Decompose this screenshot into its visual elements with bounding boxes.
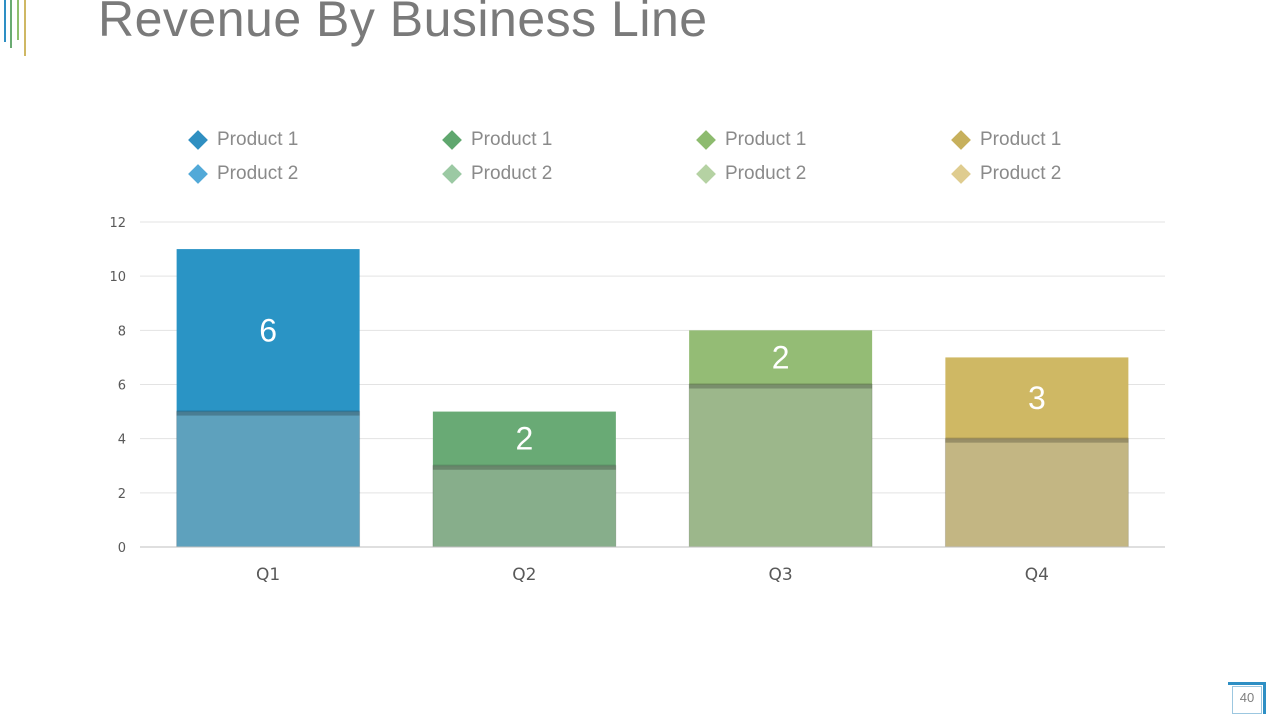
- bar-segment-base: [944, 438, 1129, 548]
- page-number-frame-inner: [1232, 686, 1262, 714]
- data-label: 2: [515, 421, 533, 457]
- x-tick-label: Q3: [769, 565, 793, 585]
- y-tick-label: 12: [109, 216, 126, 231]
- legend-label: Product 2: [471, 163, 553, 184]
- bar-segment-top: [945, 357, 1129, 439]
- legend-label: Product 2: [980, 163, 1062, 184]
- bar-segment-base: [432, 465, 617, 548]
- legend-item: Product 1: [188, 128, 298, 152]
- legend-item: Product 2: [442, 162, 552, 186]
- legend-item: Product 2: [188, 162, 298, 186]
- deco-line: [24, 0, 26, 56]
- data-label: 3: [1028, 380, 1046, 416]
- x-tick-label: Q4: [1025, 565, 1049, 585]
- bar-segment-divider: [689, 383, 873, 389]
- legend-item: Product 2: [951, 162, 1061, 186]
- y-tick-label: 0: [118, 541, 126, 556]
- legend-item: Product 1: [951, 128, 1061, 152]
- legend-label: Product 1: [980, 129, 1062, 150]
- page-number-frame: [1228, 682, 1266, 714]
- bar-segment-divider: [176, 410, 360, 416]
- y-tick-label: 8: [118, 324, 126, 339]
- deco-line: [4, 0, 6, 42]
- y-tick-label: 6: [118, 379, 126, 394]
- data-label: 2: [772, 339, 790, 375]
- bar-segment-top: [432, 411, 616, 466]
- y-tick-label: 4: [118, 433, 126, 448]
- legend-item: Product 2: [696, 162, 806, 186]
- bar-segment-top: [689, 330, 873, 385]
- y-tick-label: 2: [118, 487, 126, 502]
- bar-segment-divider: [432, 464, 616, 470]
- x-tick-label: Q2: [512, 565, 536, 585]
- y-tick-label: 10: [109, 270, 126, 285]
- legend-item: Product 1: [442, 128, 552, 152]
- legend-label: Product 2: [217, 163, 299, 184]
- deco-line: [10, 0, 12, 48]
- bar-segment-base: [688, 384, 873, 548]
- legend-label: Product 2: [725, 163, 807, 184]
- page-title: Revenue By Business Line: [98, 0, 708, 47]
- deco-line: [17, 0, 19, 40]
- legend-label: Product 1: [217, 129, 299, 150]
- legend-label: Product 1: [725, 129, 807, 150]
- decorative-lines: [4, 0, 26, 56]
- chart-legend: Product 1 Product 1 Product 1 Product 1 …: [188, 128, 1188, 192]
- legend-label: Product 1: [471, 129, 553, 150]
- page-number: 40: [1239, 690, 1255, 705]
- data-label: 6: [259, 312, 277, 348]
- legend-item: Product 1: [696, 128, 806, 152]
- x-tick-label: Q1: [256, 565, 280, 585]
- bar-segment-base: [176, 411, 361, 548]
- bar-segment-divider: [945, 437, 1129, 443]
- bar-segment-top: [176, 249, 360, 412]
